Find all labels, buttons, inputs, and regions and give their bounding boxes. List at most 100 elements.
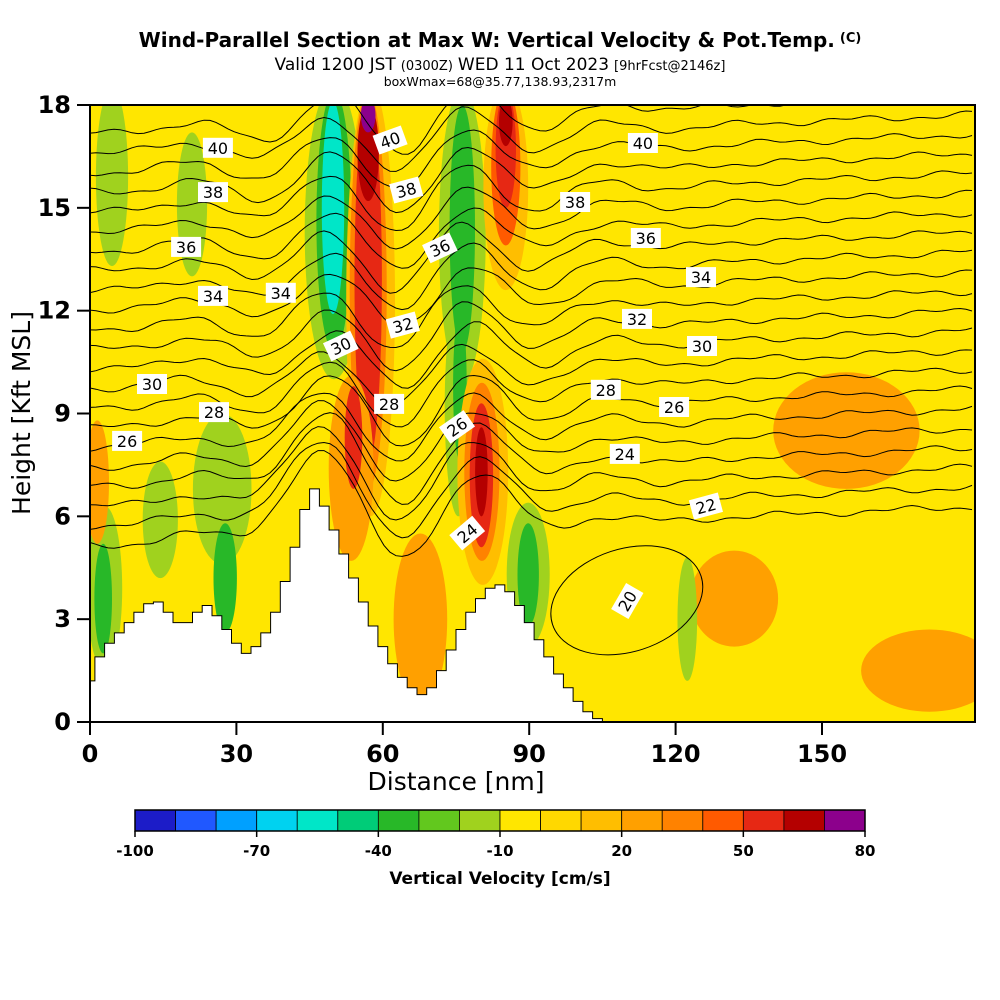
isentrope-line bbox=[90, 359, 973, 428]
chart-title: Wind-Parallel Section at Max W: Vertical… bbox=[139, 28, 862, 52]
svg-text:38: 38 bbox=[394, 179, 419, 203]
colorbar-swatch bbox=[742, 809, 785, 832]
velocity-feature bbox=[690, 550, 779, 647]
isentrope-line bbox=[90, 400, 973, 482]
velocity-feature bbox=[475, 427, 488, 517]
svg-text:24: 24 bbox=[615, 445, 635, 464]
colorbar-swatch bbox=[377, 809, 420, 832]
colorbar-swatch bbox=[337, 809, 379, 832]
x-axis-title: Distance [nm] bbox=[368, 767, 545, 796]
colorbar-swatch bbox=[296, 809, 339, 832]
svg-text:28: 28 bbox=[204, 403, 224, 422]
colorbar-tick-label: -10 bbox=[486, 842, 513, 860]
svg-text:38: 38 bbox=[203, 183, 223, 202]
isentrope-label: 30 bbox=[322, 330, 359, 362]
colorbar-swatch bbox=[783, 809, 825, 832]
velocity-feature bbox=[95, 105, 129, 267]
colorbar-tick-label: -70 bbox=[243, 842, 270, 860]
colorbar-tick-label: 80 bbox=[855, 842, 876, 860]
valid-prefix: Valid 1200 JST bbox=[275, 55, 397, 75]
svg-text:38: 38 bbox=[565, 193, 585, 212]
isentrope-line bbox=[90, 207, 973, 269]
isentrope-label: 28 bbox=[590, 379, 621, 400]
isentrope-line bbox=[90, 105, 788, 155]
isentrope-loop-20 bbox=[550, 545, 704, 656]
isentrope-line bbox=[90, 285, 973, 349]
svg-text:32: 32 bbox=[391, 314, 416, 338]
isentrope-label: 38 bbox=[389, 176, 424, 204]
velocity-feature bbox=[90, 420, 109, 544]
isentrope-label: 34 bbox=[198, 285, 228, 306]
isentrope-label: 34 bbox=[265, 282, 296, 303]
colorbar-swatch bbox=[458, 809, 501, 832]
isentrope-label: 36 bbox=[171, 236, 202, 257]
colorbar-tick-label: 50 bbox=[733, 842, 754, 860]
isentrope-line bbox=[90, 164, 973, 232]
y-tick-label: 15 bbox=[38, 194, 71, 222]
svg-text:34: 34 bbox=[271, 284, 291, 303]
velocity-feature bbox=[142, 461, 178, 579]
isentrope-line bbox=[90, 343, 973, 408]
x-tick-label: 90 bbox=[512, 740, 545, 768]
isentrope-label: 40 bbox=[627, 133, 658, 153]
chart-title-unit: (C) bbox=[840, 31, 861, 46]
isentrope-line bbox=[90, 441, 973, 539]
isentrope-line bbox=[90, 426, 973, 521]
isentrope-line bbox=[90, 374, 973, 447]
x-tick-label: 0 bbox=[82, 740, 99, 768]
colorbar: -100 -70 -40 -10 20 50 80 bbox=[116, 809, 876, 860]
isentrope-label: 26 bbox=[659, 397, 690, 417]
velocity-feature bbox=[321, 105, 345, 315]
x-tick-label: 30 bbox=[220, 740, 253, 768]
svg-text:28: 28 bbox=[596, 381, 616, 400]
isentrope-label: 34 bbox=[686, 267, 716, 288]
colorbar-tick-label: 20 bbox=[611, 842, 632, 860]
svg-text:28: 28 bbox=[379, 395, 399, 414]
velocity-feature bbox=[360, 105, 376, 133]
colorbar-swatch bbox=[580, 809, 623, 832]
colorbar-swatch bbox=[134, 809, 176, 832]
isentrope-line bbox=[90, 321, 973, 389]
isentrope-line bbox=[90, 301, 973, 372]
velocity-feature bbox=[354, 105, 382, 462]
valid-small: (0300Z) bbox=[401, 59, 453, 74]
fcst-tag: [9hrFcst@2146z] bbox=[614, 59, 725, 74]
colorbar-swatch bbox=[215, 809, 258, 832]
colorbar-title: Vertical Velocity [cm/s] bbox=[389, 869, 610, 889]
isentrope-line bbox=[90, 450, 973, 557]
isentrope-label: 36 bbox=[630, 228, 661, 248]
isentrope-label: 24 bbox=[609, 443, 640, 464]
isentrope-label: 28 bbox=[374, 393, 405, 414]
svg-text:36: 36 bbox=[176, 238, 196, 257]
colorbar-swatch bbox=[499, 809, 541, 832]
boxwmax-annotation: boxWmax=68@35.77,138.93,2317m bbox=[384, 74, 617, 89]
y-tick-label: 3 bbox=[54, 605, 71, 633]
svg-text:36: 36 bbox=[636, 229, 656, 248]
x-tick-label: 120 bbox=[651, 740, 701, 768]
isentrope-label: 22 bbox=[688, 492, 723, 520]
velocity-feature bbox=[94, 543, 112, 654]
velocity-feature bbox=[861, 629, 975, 712]
velocity-feature bbox=[192, 413, 252, 565]
chart-title-text: Wind-Parallel Section at Max W: Vertical… bbox=[139, 28, 835, 52]
colorbar-swatch bbox=[621, 809, 663, 832]
isentrope-label: 30 bbox=[137, 374, 167, 394]
isentrope-line bbox=[90, 106, 973, 172]
colorbar-swatch bbox=[418, 809, 460, 832]
isentrope-line bbox=[90, 267, 973, 327]
x-tick-label: 60 bbox=[366, 740, 399, 768]
isentrope-label: 26 bbox=[112, 430, 143, 451]
isentrope-line bbox=[90, 392, 973, 462]
isentrope-line bbox=[90, 242, 973, 311]
velocity-feature bbox=[213, 523, 237, 633]
velocity-feature bbox=[773, 372, 920, 489]
isentrope-line bbox=[90, 221, 973, 294]
svg-text:30: 30 bbox=[692, 337, 712, 356]
colorbar-swatch bbox=[661, 809, 704, 832]
velocity-feature bbox=[449, 105, 475, 352]
svg-text:32: 32 bbox=[627, 310, 647, 329]
velocity-feature bbox=[517, 523, 539, 626]
isentrope-label: 38 bbox=[560, 192, 591, 212]
